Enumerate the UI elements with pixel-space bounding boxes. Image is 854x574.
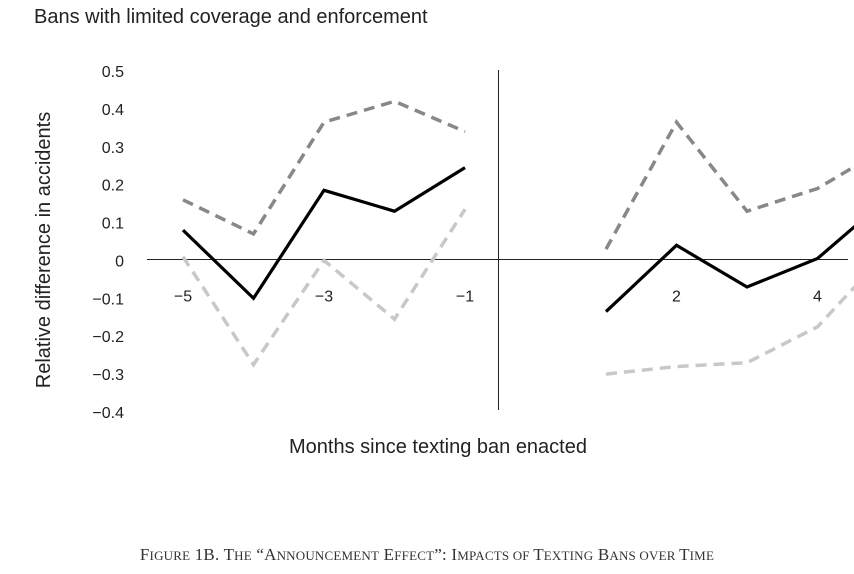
chart-title: Bans with limited coverage and enforceme… <box>34 6 428 28</box>
y-tick-label: 0.4 <box>102 102 124 119</box>
x-tick-label: −1 <box>456 288 474 305</box>
y-tick-label: −0.1 <box>92 291 124 308</box>
series-line-lower-bound <box>605 284 854 376</box>
y-tick-label: 0.2 <box>102 178 124 195</box>
y-tick-label: 0.1 <box>102 216 124 233</box>
x-tick-label: −3 <box>315 288 333 305</box>
y-tick-label: 0 <box>115 253 124 270</box>
series-line-upper-bound <box>604 119 854 250</box>
x-tick-labels: −5 −3 −1 2 4 <box>174 288 822 305</box>
y-tick-label: 0.3 <box>102 140 124 157</box>
y-tick-label: 0.5 <box>102 64 124 81</box>
y-tick-label: −0.4 <box>92 405 124 422</box>
y-tick-label: −0.3 <box>92 367 124 384</box>
x-axis-label: Months since texting ban enacted <box>289 436 587 458</box>
y-tick-labels: 0.5 0.4 0.3 0.2 0.1 0 −0.1 −0.2 −0.3 −0.4 <box>92 64 124 422</box>
x-tick-label: 2 <box>672 288 681 305</box>
figure-caption: FIGURE 1B. THE “ANNOUNCEMENT EFFECT”: IM… <box>140 545 714 564</box>
x-tick-label: −5 <box>174 288 192 305</box>
series-line-upper-bound <box>182 99 466 237</box>
series-line-lower-bound <box>181 208 467 368</box>
x-tick-label: 4 <box>813 288 822 305</box>
series-line-estimate <box>604 225 854 313</box>
series-group <box>181 99 854 376</box>
y-tick-label: −0.2 <box>92 329 124 346</box>
y-axis-label: Relative difference in accidents <box>33 112 55 388</box>
series-line-estimate <box>181 166 466 301</box>
